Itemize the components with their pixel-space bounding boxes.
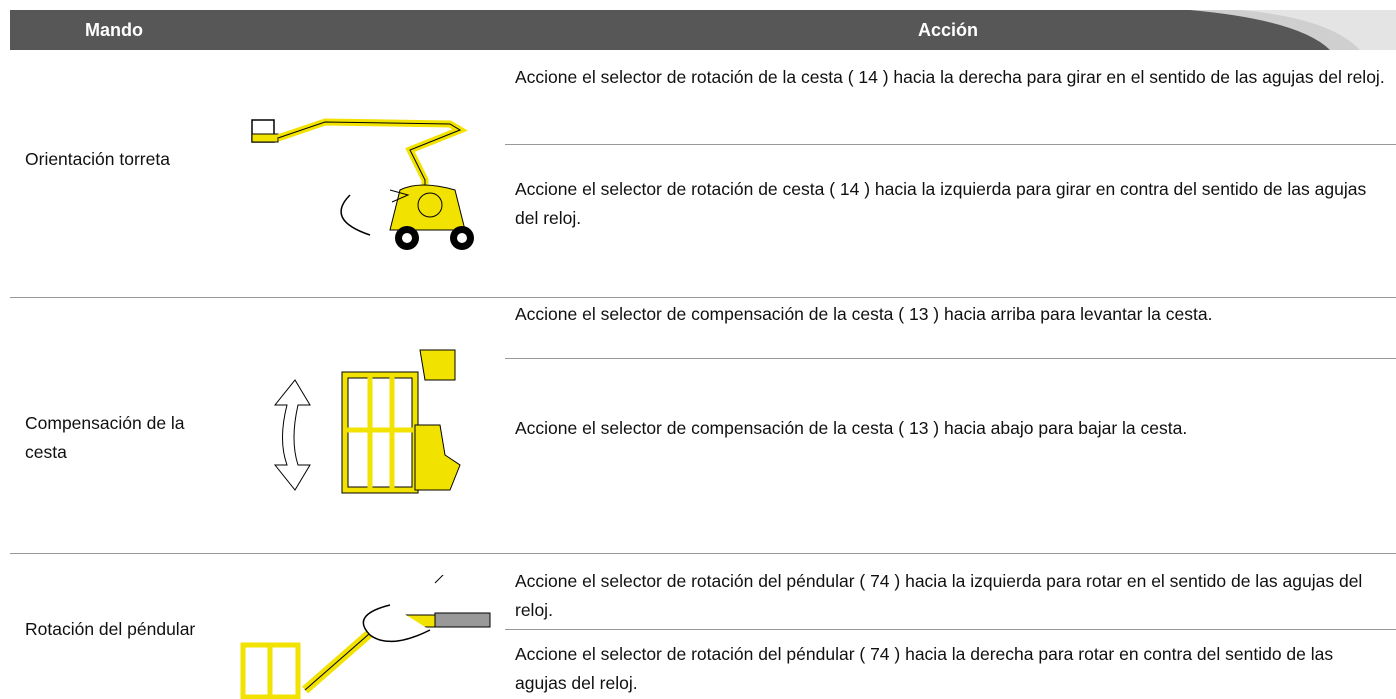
action-text: Accione el selector de compensación de l…	[515, 418, 1188, 438]
row-label: Orientación torreta	[25, 149, 170, 169]
action-text: Accione el selector de rotación del pénd…	[515, 644, 1334, 693]
header-bar	[10, 10, 1396, 50]
illustration-basket	[273, 349, 461, 494]
separator	[10, 297, 1396, 298]
separator	[505, 144, 1396, 145]
separator	[505, 358, 1396, 359]
action-text: Accione el selector de rotación de cesta…	[515, 179, 1367, 228]
action-text: Accione el selector de rotación del pénd…	[515, 571, 1363, 620]
illustration-lift	[251, 118, 474, 250]
header-swoosh	[1190, 10, 1396, 50]
action-text: Accione el selector de compensación de l…	[515, 304, 1213, 324]
header-cell: Acción	[918, 20, 979, 40]
action-text: Accione el selector de rotación de la ce…	[515, 67, 1385, 87]
row-label: Compensación de la cesta	[25, 413, 185, 462]
illustration-jib	[240, 575, 491, 699]
header-cell: Mando	[85, 20, 143, 40]
separator	[10, 553, 1396, 554]
separator	[505, 629, 1396, 630]
row-label: Rotación del péndular	[25, 619, 196, 639]
